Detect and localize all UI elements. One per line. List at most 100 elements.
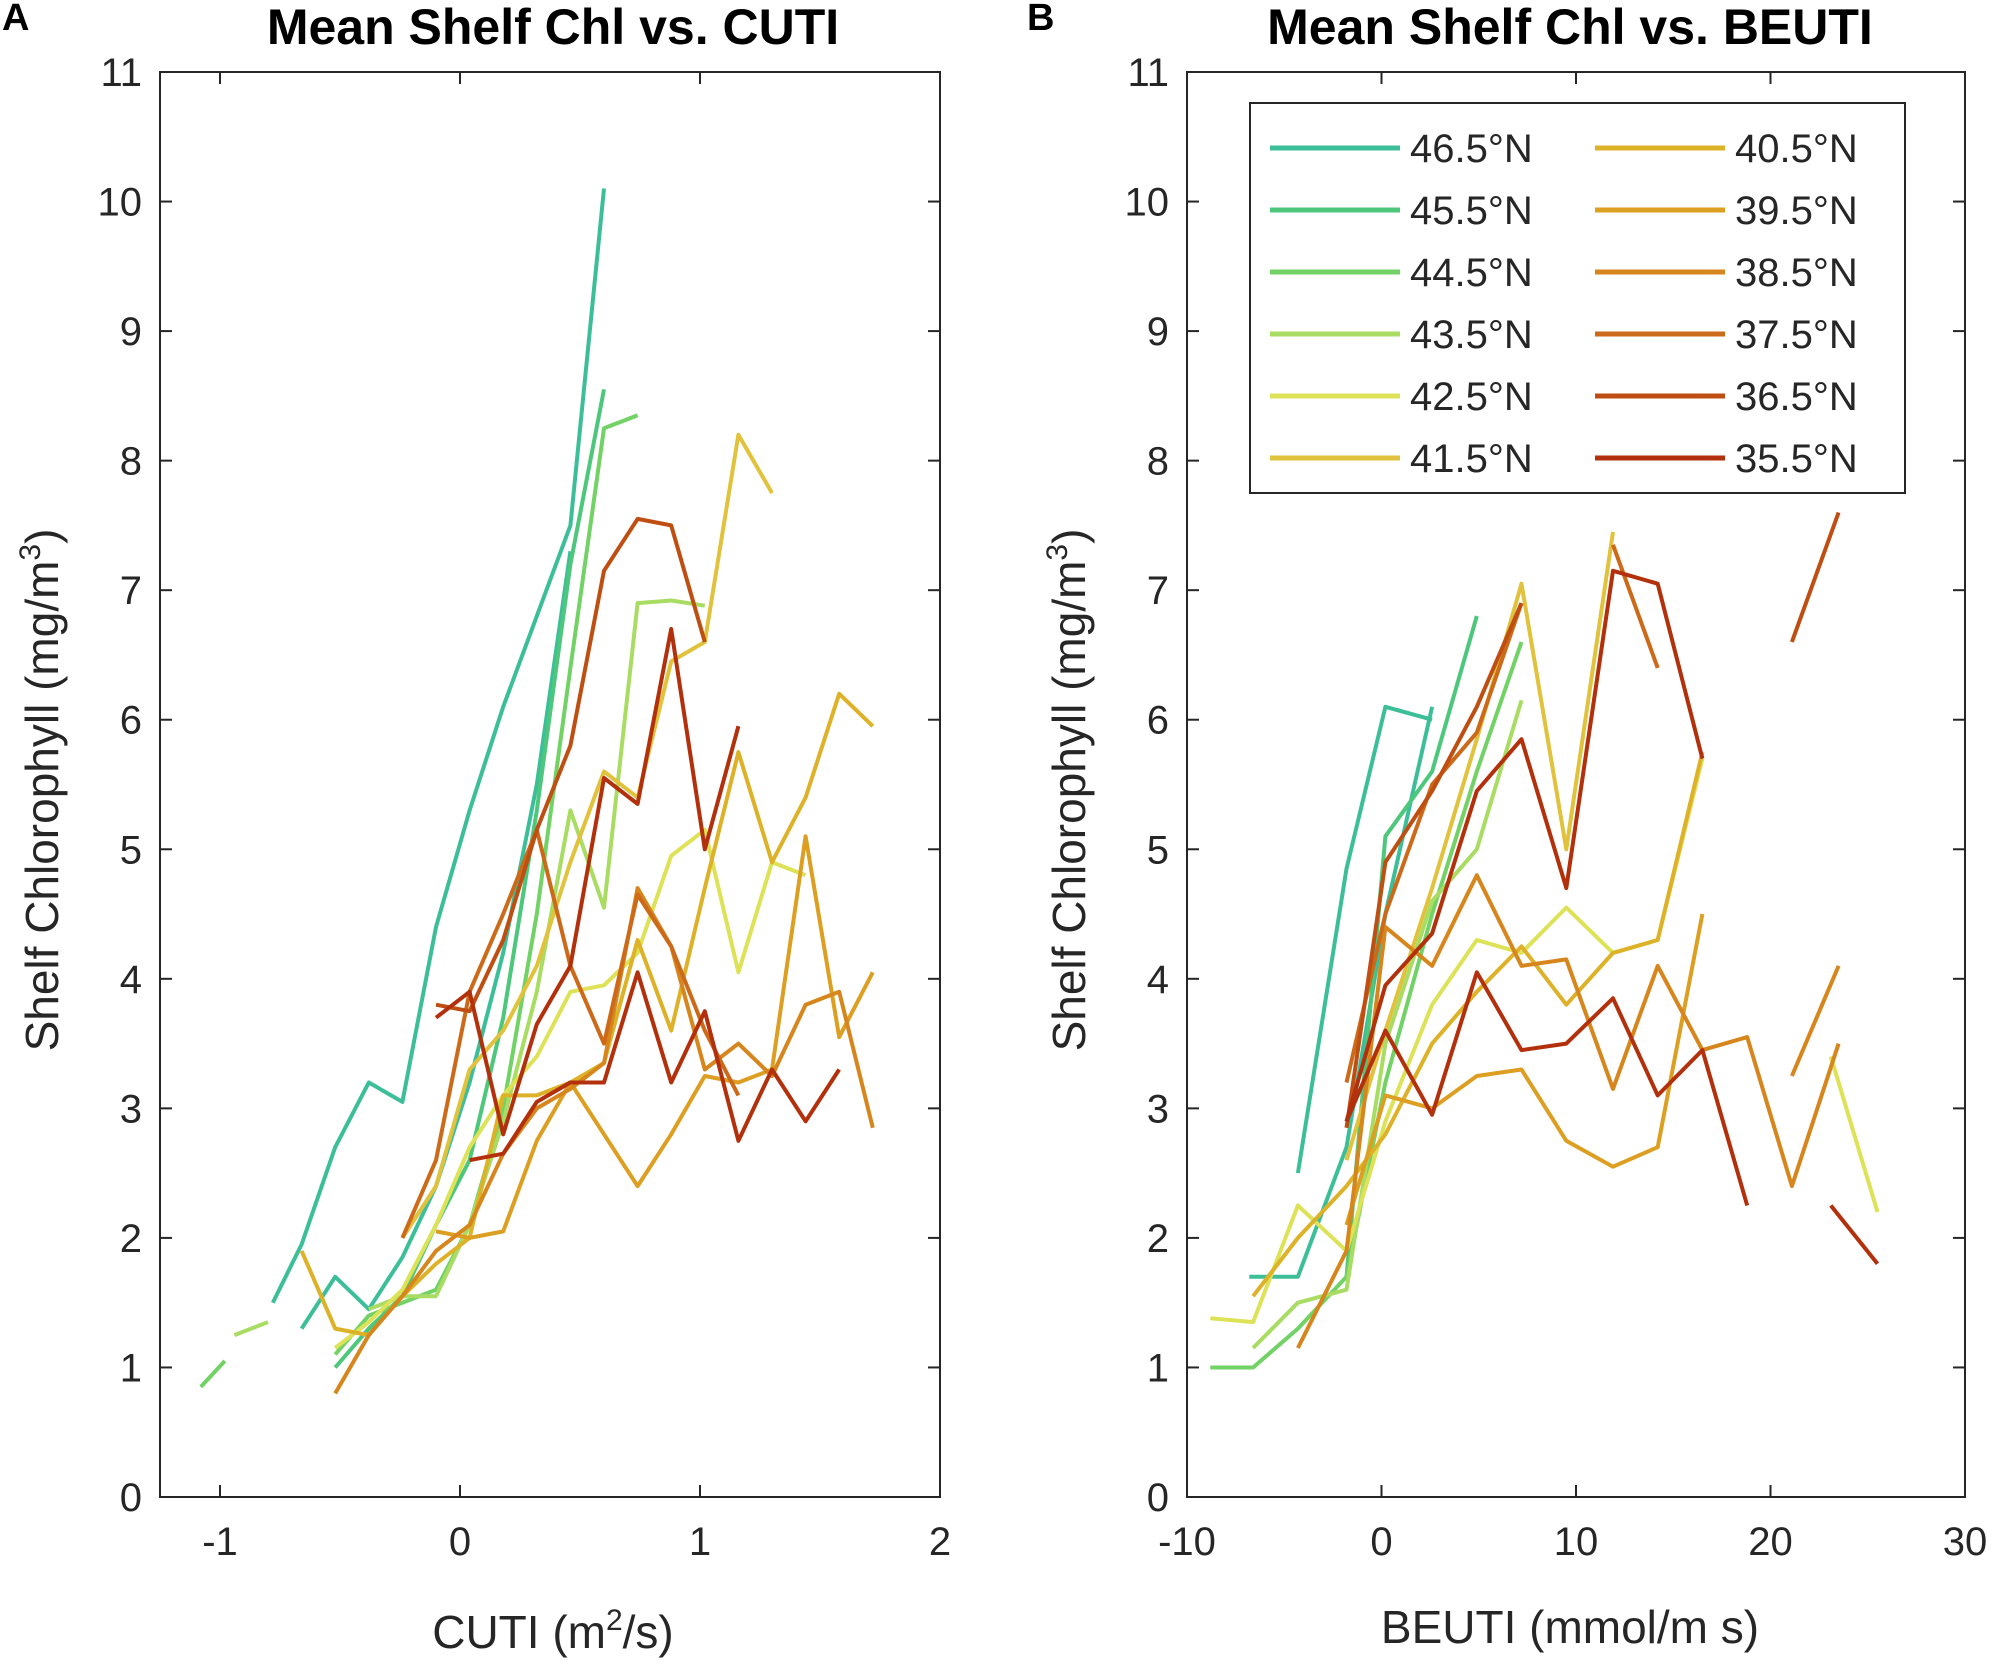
panel-letter: B	[1027, 0, 1054, 39]
series-line	[233, 1320, 269, 1337]
axes-box	[159, 71, 941, 1498]
y-tick-label: 6	[1147, 699, 1169, 743]
axes: 0 1 2 3 4 5 6 7 8 9 10 11 -1 0 1 2	[98, 51, 952, 1564]
series-35.5N	[1344, 568, 1880, 1266]
series-40.5N	[1251, 751, 1705, 1298]
x-label-main: CUTI (m	[432, 1606, 606, 1658]
panel-b: B Mean Shelf Chl vs. BEUTI 0 1 2 3 4 5 6 7 8 9 10 1…	[1027, 0, 1987, 1653]
legend-label: 45.5°N	[1410, 189, 1533, 233]
panel-a: A Mean Shelf Chl vs. CUTI 0 1 2 3 4 5 6 7 8 9 10 11…	[2, 0, 951, 1658]
chart-title: Mean Shelf Chl vs. BEUTI	[1267, 0, 1873, 55]
series-line	[1344, 913, 1705, 1226]
legend-label: 41.5°N	[1410, 437, 1533, 481]
series-line	[333, 413, 639, 1356]
series-line	[1611, 544, 1660, 669]
series-42.5N	[1210, 758, 1880, 1325]
series-line	[368, 598, 706, 1312]
y-tick-label: 7	[1147, 569, 1169, 613]
legend-label: 35.5°N	[1735, 437, 1858, 481]
y-tick-label: 2	[120, 1217, 142, 1261]
y-tick-label: 0	[1147, 1476, 1169, 1520]
legend-box	[1249, 102, 1906, 494]
y-tick-label: 10	[1125, 181, 1170, 225]
y-label-main: Shelf Chlorophyll (mg/m	[1043, 561, 1095, 1052]
x-tick-label: -10	[1158, 1520, 1216, 1564]
series-line	[469, 970, 841, 1163]
x-tick-label: -1	[202, 1520, 238, 1564]
series-37.5N	[400, 827, 741, 1239]
y-label-main: Shelf Chlorophyll (mg/m	[16, 561, 68, 1052]
legend-label: 43.5°N	[1410, 313, 1533, 357]
y-tick-label: 10	[98, 181, 143, 225]
series-line	[1295, 704, 1433, 1174]
series-line	[299, 551, 573, 1330]
series-36.5N	[1344, 511, 1841, 1129]
legend-label: 40.5°N	[1735, 127, 1858, 171]
x-label-sup: 2	[606, 1604, 623, 1637]
series-line	[199, 1359, 227, 1389]
x-tick-label: 1	[689, 1520, 711, 1564]
series-41.5N	[400, 432, 774, 1239]
series-line	[400, 432, 774, 1239]
series-line	[435, 516, 707, 1014]
panel-letter: A	[2, 0, 29, 39]
series-line	[1344, 602, 1524, 1129]
x-tick-label: 20	[1748, 1520, 1793, 1564]
series-line	[1249, 706, 1435, 1279]
series-35.5N	[434, 627, 841, 1163]
series-line	[333, 886, 875, 1395]
y-tick-label: 11	[1127, 51, 1169, 95]
series-line	[299, 691, 875, 1338]
chart-title: Mean Shelf Chl vs. CUTI	[267, 0, 839, 55]
x-tick-label: 10	[1554, 1520, 1599, 1564]
x-tick-label: 2	[929, 1520, 951, 1564]
y-tick-label: 11	[100, 51, 142, 95]
legend-label: 37.5°N	[1735, 313, 1858, 357]
y-tick-label: 8	[120, 440, 142, 484]
y-label-sup: 3	[1041, 544, 1074, 561]
series-43.5N	[233, 598, 706, 1337]
series-line	[1790, 965, 1841, 1077]
series-38.5N	[1296, 873, 1841, 1349]
legend-label: 38.5°N	[1735, 251, 1858, 295]
y-tick-label: 6	[120, 699, 142, 743]
y-tick-label: 3	[1147, 1087, 1169, 1131]
y-axis-label: Shelf Chlorophyll (mg/m3)	[1041, 529, 1095, 1052]
y-tick-label: 7	[120, 569, 142, 613]
y-tick-label: 0	[120, 1476, 142, 1520]
x-label-end: /s)	[623, 1606, 674, 1658]
series-line	[435, 834, 875, 1240]
series-46.5N	[1249, 704, 1435, 1279]
legend-label: 42.5°N	[1410, 375, 1533, 419]
series-line	[434, 627, 741, 1137]
y-tick-label: 4	[120, 958, 142, 1002]
series-40.5N	[299, 691, 875, 1338]
y-tick-label: 8	[1147, 440, 1169, 484]
y-axis-label: Shelf Chlorophyll (mg/m3)	[14, 529, 68, 1052]
x-tick-label: 30	[1943, 1520, 1988, 1564]
series-line	[1829, 1204, 1880, 1266]
x-label-main: BEUTI (mmol/m s)	[1381, 1601, 1759, 1653]
series-line	[1344, 602, 1524, 1083]
series-39.5N	[435, 834, 875, 1240]
plot-area	[1210, 511, 1880, 1370]
y-tick-label: 9	[120, 310, 142, 354]
series-line	[1251, 751, 1705, 1298]
y-tick-label: 2	[1147, 1217, 1169, 1261]
series-36.5N	[435, 516, 707, 1014]
legend-label: 46.5°N	[1410, 127, 1533, 171]
series-line	[1344, 568, 1705, 1122]
x-axis-label: CUTI (m2/s)	[432, 1604, 674, 1658]
y-tick-label: 5	[120, 828, 142, 872]
y-tick-label: 1	[1147, 1346, 1169, 1390]
series-line	[333, 827, 807, 1350]
y-tick-label: 5	[1147, 828, 1169, 872]
series-line	[271, 188, 606, 1304]
series-39.5N	[1344, 913, 1705, 1226]
series-line	[1828, 1055, 1880, 1213]
y-label-sup: 3	[14, 544, 47, 561]
y-tick-label: 4	[1147, 958, 1169, 1002]
legend: 46.5°N 45.5°N 44.5°N 43.5°N 42.5°N 41.5°N 40.5…	[1249, 102, 1906, 494]
legend-label: 44.5°N	[1410, 251, 1533, 295]
